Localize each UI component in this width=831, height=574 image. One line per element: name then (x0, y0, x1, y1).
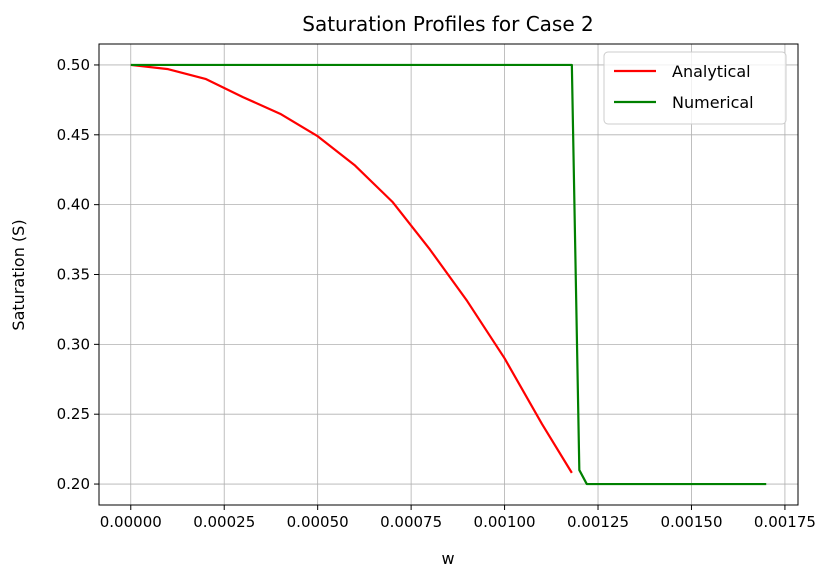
y-axis-title: Saturation (S) (9, 219, 28, 330)
x-tick-label: 0.00000 (100, 513, 162, 531)
x-tick-label: 0.00100 (474, 513, 536, 531)
y-tick-label: 0.20 (57, 475, 90, 493)
x-tick-label: 0.00050 (287, 513, 349, 531)
x-axis-title: w (441, 549, 454, 568)
legend: Analytical Numerical (603, 51, 787, 125)
legend-label-numerical: Numerical (672, 93, 754, 112)
x-tick-label: 0.00175 (754, 513, 816, 531)
y-tick-label: 0.50 (57, 56, 90, 74)
series-line-numerical (130, 63, 767, 486)
y-tick-label: 0.25 (57, 405, 90, 423)
y-tick-label: 0.35 (57, 266, 90, 284)
y-tick-label: 0.40 (57, 196, 90, 214)
y-tick-label: 0.45 (57, 126, 90, 144)
legend-label-analytical: Analytical (672, 62, 751, 81)
x-tick-label: 0.00075 (380, 513, 442, 531)
axis-ticks: 0.00000 0.00025 0.00050 0.00075 0.00100 0.001… (57, 56, 816, 531)
x-tick-label: 0.00150 (660, 513, 722, 531)
series-line-analytical (130, 63, 573, 474)
x-tick-label: 0.00125 (567, 513, 629, 531)
chart-title: Saturation Profiles for Case 2 (302, 12, 593, 36)
y-tick-label: 0.30 (57, 335, 90, 353)
plot-series (130, 63, 767, 486)
x-tick-label: 0.00025 (193, 513, 255, 531)
